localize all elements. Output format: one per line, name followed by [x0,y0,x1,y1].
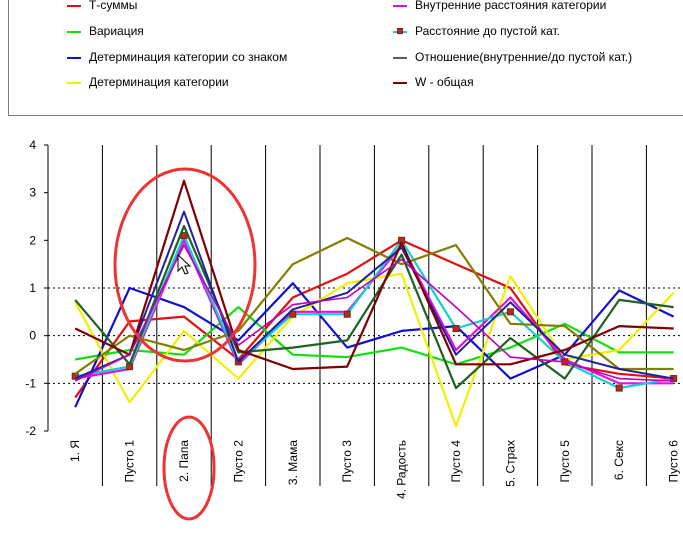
x-tick-label: Пусто 5 [558,440,572,483]
series-line-9 [74,179,674,371]
series-point [452,325,460,333]
series-line-8 [74,210,674,380]
series-line-1 [75,306,674,366]
legend-label: Отношение(внутренние/до пустой кат.) [415,50,633,64]
legend-marker [397,28,403,34]
legend-swatch [67,31,81,33]
x-tick-label: 6. Секс [612,440,626,480]
legend-swatch [393,57,407,59]
series-point [615,384,623,392]
legend-label: Внутренние расстояния категории [415,0,607,12]
y-tick-label: 3 [29,186,36,200]
x-tick-label: Пусто 1 [123,440,137,483]
legend-swatch [67,57,81,59]
x-tick-label: 2. Папа [177,440,191,482]
mouse-cursor-icon [177,253,192,275]
legend-swatch [393,82,407,84]
x-tick-label: Пусто 3 [340,440,354,483]
series-line-6 [74,236,674,375]
legend-swatch [67,82,81,84]
y-tick-label: 0 [29,329,36,343]
x-tick-label: 3. Мама [286,440,300,485]
y-tick-label: 4 [29,138,36,152]
series-line-10 [74,244,674,382]
x-tick-label: 4. Радость [395,440,409,499]
x-tick-label: Пусто 4 [449,440,463,483]
series-point [506,308,514,316]
series-point [289,310,297,318]
legend-label: Т-суммы [89,0,138,12]
legend-label: W - общая [415,75,474,89]
series-line-2 [74,282,675,408]
x-tick-label: Пусто 2 [231,440,245,483]
legend-label: Расстояние до пустой кат. [415,24,561,38]
series-point [343,310,351,318]
legend-swatch [393,5,407,7]
y-tick-label: -2 [25,424,36,438]
legend-panel: Т-суммы Вариация Детерминация категории … [8,0,683,116]
y-tick-label: 2 [29,233,36,247]
x-tick-label: Пусто 6 [667,440,681,483]
legend-label: Вариация [89,24,144,38]
legend-label: Детерминация категории со знаком [89,50,288,64]
legend-swatch [67,5,81,7]
annotation-ellipse-label [162,415,216,521]
y-tick-label: -1 [25,376,36,390]
x-tick-label: 5. Страх [503,440,517,487]
x-tick-label: 1. Я [68,440,82,462]
annotation-ellipse-peak [113,167,257,363]
legend-label: Детерминация категории [89,75,229,89]
y-tick-label: 1 [29,281,36,295]
